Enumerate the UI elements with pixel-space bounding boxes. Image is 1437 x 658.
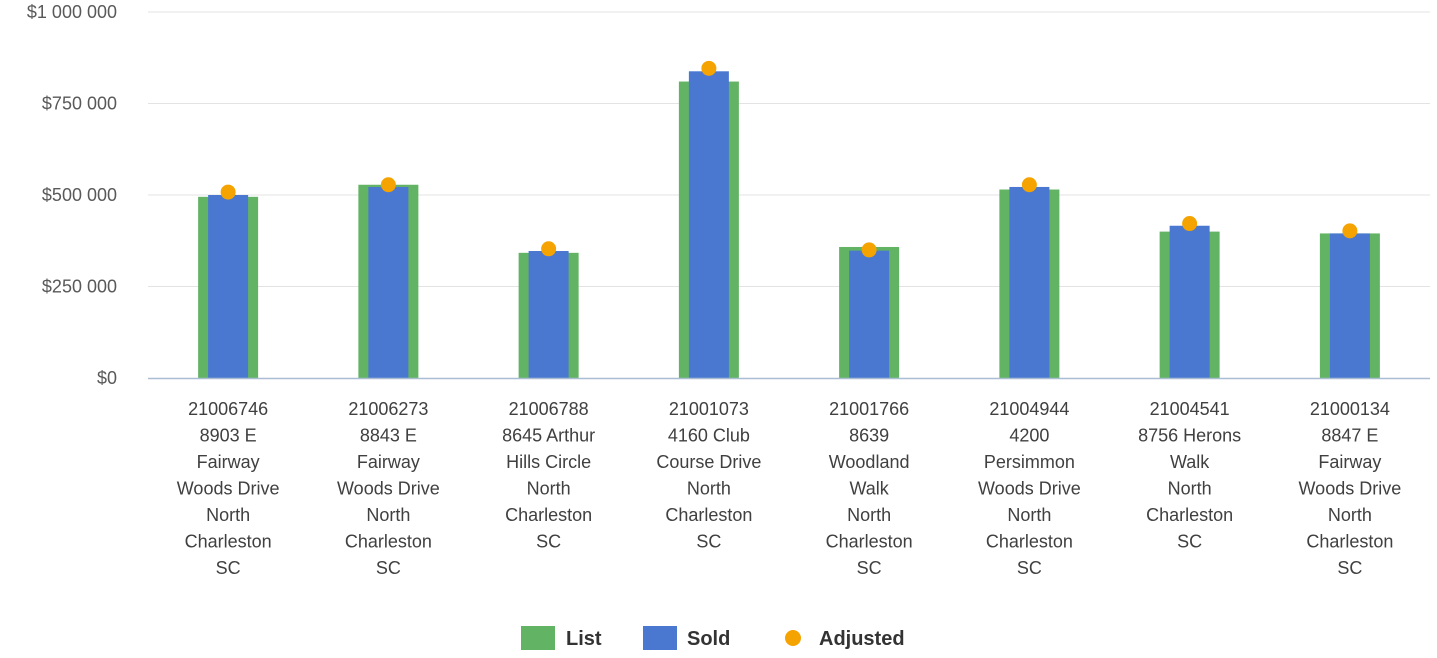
bars (198, 71, 1380, 379)
x-category-label-line: 8847 E (1321, 426, 1378, 446)
x-category-label-line: Charleston (185, 532, 272, 552)
x-category-label-line: Charleston (986, 532, 1073, 552)
x-category-label-line: Charleston (826, 532, 913, 552)
bar-sold (528, 250, 569, 378)
x-category-label-line: Charleston (345, 532, 432, 552)
x-category-label-line: SC (1017, 558, 1042, 578)
legend-label-sold: Sold (687, 628, 730, 650)
y-tick-label: $250 000 (42, 277, 117, 297)
x-category-label: 21001766 8639 Woodland Walk North Charleston S… (826, 399, 913, 578)
y-tick-label: $500 000 (42, 185, 117, 205)
x-category-label-line: Charleston (1306, 532, 1393, 552)
adjusted-point (1342, 223, 1358, 239)
x-category-label-line: North (847, 505, 891, 525)
bar-sold (1009, 186, 1050, 378)
y-tick-label: $1 000 000 (27, 2, 117, 22)
x-category-label-line: Woods Drive (978, 479, 1081, 499)
x-category-label-line: SC (376, 558, 401, 578)
x-category-label-line: North (366, 505, 410, 525)
bar-sold (688, 71, 729, 379)
x-category-label-line: Fairway (1318, 452, 1381, 472)
x-category-label-line: 8903 E (200, 426, 257, 446)
x-category-label-line: 21006788 (509, 399, 589, 419)
x-category-label-line: North (1328, 505, 1372, 525)
x-category-label-line: Walk (1170, 452, 1210, 472)
bar-sold (368, 186, 409, 378)
legend-swatch-sold (643, 626, 677, 650)
x-category-label-line: SC (1337, 558, 1362, 578)
x-axis-category-labels: 21006746 8903 E Fairway Woods Drive North Cha… (177, 399, 1401, 578)
adjusted-point (1021, 177, 1037, 193)
x-category-label-line: Woods Drive (177, 479, 280, 499)
x-category-label-line: 21001766 (829, 399, 909, 419)
x-category-label-line: Course Drive (656, 452, 761, 472)
adjusted-point (380, 177, 396, 193)
x-category-label: 21004944 4200 Persimmon Woods Drive North Cha… (978, 399, 1081, 578)
x-category-label-line: SC (857, 558, 882, 578)
x-category-label-line: Charleston (665, 505, 752, 525)
y-tick-label: $0 (97, 368, 117, 388)
x-category-label-line: 4160 Club (668, 426, 750, 446)
legend-swatch-list (521, 626, 555, 650)
x-category-label-line: Charleston (505, 505, 592, 525)
adjusted-point (701, 60, 717, 76)
legend: List Sold Adjusted (521, 626, 905, 650)
x-category-label-line: Charleston (1146, 505, 1233, 525)
x-category-label-line: North (527, 479, 571, 499)
y-tick-label: $750 000 (42, 94, 117, 114)
bar-sold (849, 250, 890, 378)
adjusted-point (541, 241, 557, 257)
x-category-label-line: Woodland (829, 452, 910, 472)
x-category-label-line: Hills Circle (506, 452, 591, 472)
x-category-label-line: Woods Drive (1299, 479, 1402, 499)
gridlines (148, 11, 1430, 287)
y-axis-ticks: $0 $250 000 $500 000 $750 000 $1 000 000 (27, 2, 117, 388)
x-category-label-line: 8645 Arthur (502, 426, 595, 446)
x-category-label-line: North (687, 479, 731, 499)
x-category-label: 21006273 8843 E Fairway Woods Drive North Cha… (337, 399, 440, 578)
x-category-label-line: Persimmon (984, 452, 1075, 472)
x-category-label: 21006746 8903 E Fairway Woods Drive North Cha… (177, 399, 280, 578)
x-category-label-line: 21001073 (669, 399, 749, 419)
x-category-label-line: Fairway (197, 452, 260, 472)
x-category-label-line: 4200 (1009, 426, 1049, 446)
x-category-label-line: 21000134 (1310, 399, 1390, 419)
x-category-label: 21004541 8756 Herons Walk North Charleston SC (1138, 399, 1241, 552)
adjusted-point (220, 184, 236, 200)
x-category-label-line: 8843 E (360, 426, 417, 446)
x-category-label-line: SC (696, 532, 721, 552)
adjusted-points (220, 60, 1358, 258)
x-category-label-line: North (1168, 479, 1212, 499)
bar-sold (1169, 225, 1210, 378)
legend-swatch-adjusted (785, 630, 801, 646)
x-category-label: 21006788 8645 Arthur Hills Circle North Char… (502, 399, 595, 552)
x-category-label-line: SC (216, 558, 241, 578)
x-category-label-line: 21004944 (989, 399, 1069, 419)
legend-label-list: List (566, 628, 602, 650)
x-category-label-line: SC (1177, 532, 1202, 552)
x-category-label: 21001073 4160 Club Course Drive North Charle… (656, 399, 761, 552)
x-category-label-line: 21006273 (348, 399, 428, 419)
x-category-label-line: Woods Drive (337, 479, 440, 499)
x-category-label-line: North (206, 505, 250, 525)
bar-sold (1329, 233, 1370, 378)
x-category-label-line: 8639 (849, 426, 889, 446)
x-category-label-line: SC (536, 532, 561, 552)
adjusted-point (1182, 216, 1198, 232)
x-category-label-line: Walk (849, 479, 889, 499)
x-category-label-line: Fairway (357, 452, 420, 472)
x-category-label-line: 21004541 (1150, 399, 1230, 419)
x-category-label-line: North (1007, 505, 1051, 525)
x-category-label-line: 21006746 (188, 399, 268, 419)
bar-sold (208, 195, 249, 378)
x-category-label: 21000134 8847 E Fairway Woods Drive North Cha… (1299, 399, 1402, 578)
x-category-label-line: 8756 Herons (1138, 426, 1241, 446)
legend-label-adjusted: Adjusted (819, 628, 905, 650)
adjusted-point (861, 242, 877, 258)
